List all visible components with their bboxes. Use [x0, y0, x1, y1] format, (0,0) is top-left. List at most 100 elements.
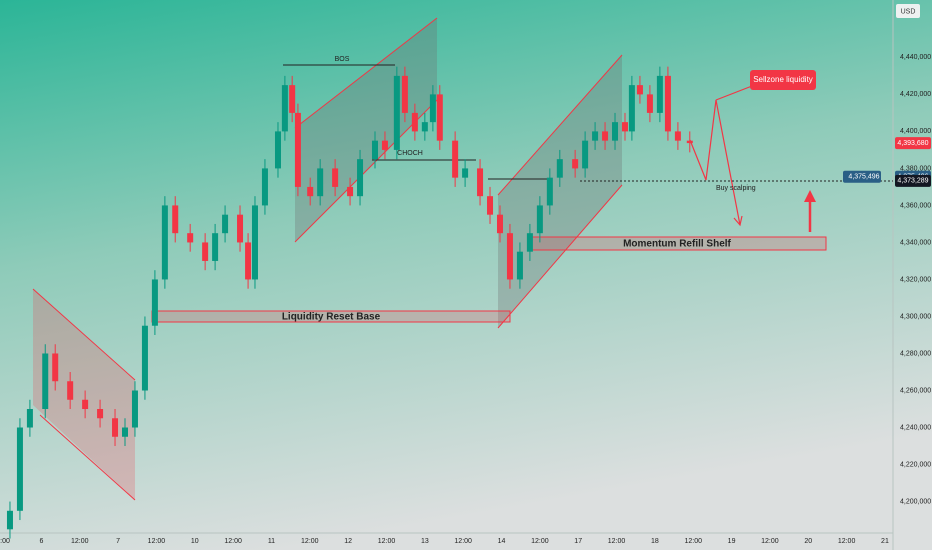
- candle-body: [686, 140, 693, 144]
- channel-line: [32, 288, 136, 381]
- x-tick-label: 4:00: [0, 538, 10, 545]
- candle-body: [112, 418, 119, 437]
- y-tick-label: 4,280,000: [900, 350, 931, 357]
- x-tick-label: 12:00: [454, 538, 472, 545]
- y-tick-label: 4,300,000: [900, 313, 931, 320]
- channel-line: [39, 414, 136, 501]
- candle-body: [237, 214, 244, 243]
- callout-line: [715, 85, 753, 101]
- candle-body: [674, 131, 681, 141]
- candle-body: [656, 75, 663, 113]
- candle-body: [121, 427, 128, 437]
- x-tick-label: 12:00: [71, 538, 89, 545]
- y-tick-label: 4,260,000: [900, 387, 931, 394]
- x-tick-label: 12:00: [378, 538, 396, 545]
- candle-body: [16, 427, 23, 511]
- y-tick-label: 4,400,000: [900, 128, 931, 135]
- candle-body: [612, 122, 619, 141]
- y-tick-label: 4,360,000: [900, 202, 931, 209]
- x-tick-label: 17: [574, 538, 582, 545]
- candle-body: [161, 205, 168, 280]
- candle-body: [6, 510, 13, 530]
- candle-body: [582, 140, 589, 169]
- price-label-bg: [895, 137, 931, 150]
- candle-body: [429, 94, 436, 123]
- projection-path: [689, 99, 741, 226]
- currency: USD: [901, 8, 916, 15]
- y-tick-label: 4,380,000: [900, 165, 931, 172]
- candle-body: [202, 242, 209, 261]
- y-tick-label: 4,440,000: [900, 54, 931, 61]
- x-tick-label: 12:00: [608, 538, 626, 545]
- y-tick-label: 4,420,000: [900, 91, 931, 98]
- x-tick-label: 14: [498, 538, 506, 545]
- candle-body: [401, 75, 408, 113]
- candle-body: [506, 233, 513, 280]
- x-tick-label: 18: [651, 538, 659, 545]
- candle-body: [274, 131, 281, 169]
- candle-body: [261, 168, 268, 206]
- up-arrow-head: [804, 190, 816, 202]
- candle-body: [526, 233, 533, 252]
- x-tick-label: 12:00: [761, 538, 779, 545]
- y-tick-label: 4,320,000: [900, 276, 931, 283]
- candle-body: [289, 85, 296, 113]
- x-tick-label: 12:00: [684, 538, 702, 545]
- x-tick-label: 13: [421, 538, 429, 545]
- zone-label: Momentum Refill Shelf: [623, 239, 731, 250]
- candle-body: [381, 140, 388, 150]
- x-tick-label: 10: [191, 538, 199, 545]
- candle-body: [212, 233, 219, 261]
- sellzone-label: Sellzone liquidity: [753, 75, 813, 84]
- y-tick-label: 4,240,000: [900, 424, 931, 431]
- candle-body: [536, 205, 543, 234]
- candle-body: [602, 131, 609, 141]
- x-tick-label: 12:00: [531, 538, 549, 545]
- channel-line: [497, 54, 623, 196]
- candle-body: [452, 140, 459, 178]
- rising-channel: [295, 18, 437, 242]
- x-tick-label: 21: [881, 538, 889, 545]
- candle-body: [26, 409, 33, 428]
- channel-line: [497, 184, 623, 329]
- candle-body: [151, 279, 158, 326]
- candle-body: [317, 168, 324, 197]
- candle-body: [52, 353, 59, 382]
- price-marker: 4,375,496: [848, 174, 879, 181]
- candle-body: [462, 168, 469, 178]
- x-tick-label: 20: [804, 538, 812, 545]
- candle-body: [294, 112, 301, 187]
- x-tick-label: 12:00: [224, 538, 242, 545]
- y-tick-label: 4,200,000: [900, 498, 931, 505]
- candle-body: [636, 85, 643, 95]
- candle-body: [97, 409, 104, 419]
- candle-body: [628, 85, 635, 132]
- sellzone-callout: [750, 70, 816, 90]
- candle-body: [477, 168, 484, 197]
- x-tick-label: 12:00: [301, 538, 319, 545]
- candle-body: [131, 390, 138, 428]
- candle-body: [82, 399, 89, 410]
- candle-body: [357, 159, 364, 197]
- x-tick-label: 11: [268, 538, 275, 545]
- bos-label: BOS: [335, 56, 350, 63]
- candle-body: [421, 122, 428, 132]
- candle-body: [487, 196, 494, 215]
- candle-body: [664, 75, 671, 132]
- candle-body: [332, 168, 339, 187]
- y-tick-label: 4,340,000: [900, 239, 931, 246]
- arrow-head: [733, 215, 743, 227]
- candle-body: [496, 214, 503, 234]
- candle-body: [222, 214, 229, 234]
- zone-label: Liquidity Reset Base: [282, 312, 381, 323]
- price-label-bg: [895, 174, 931, 187]
- candle-body: [411, 112, 418, 132]
- x-tick-label: 12:00: [838, 538, 856, 545]
- candle-body: [245, 242, 252, 280]
- x-tick-label: 19: [728, 538, 736, 545]
- candle-body: [281, 85, 288, 132]
- x-tick-label: 6: [39, 538, 43, 545]
- candle-body: [621, 122, 628, 132]
